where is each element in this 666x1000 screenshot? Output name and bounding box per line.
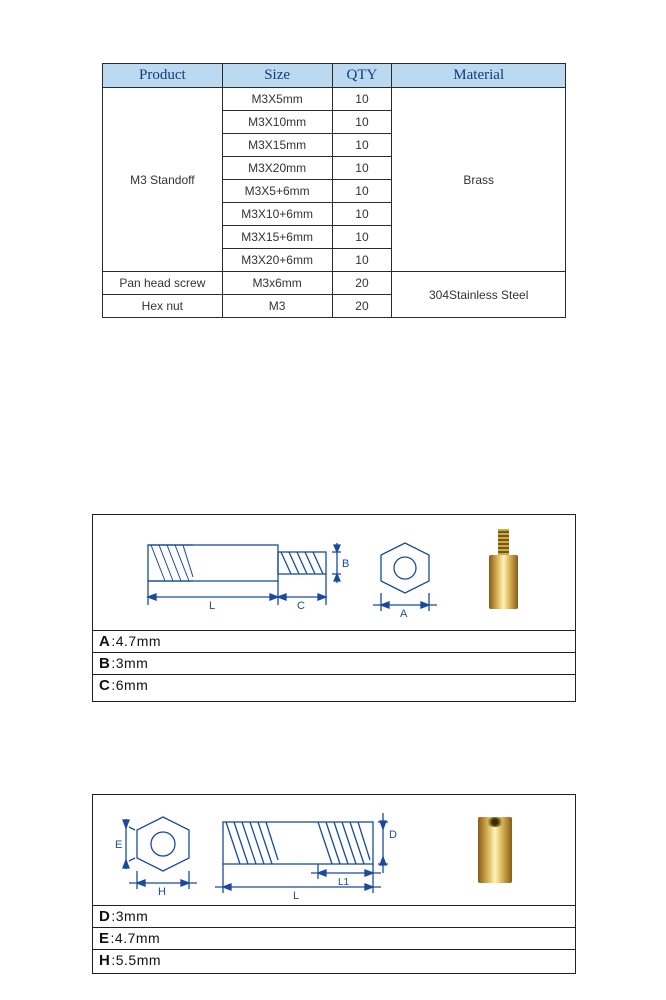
cell-qty: 10 (332, 88, 392, 111)
th-qty: QTY (332, 64, 392, 88)
cell-qty: 10 (332, 134, 392, 157)
label-D: D (389, 829, 397, 841)
brass-body-icon (489, 555, 518, 609)
th-material: Material (392, 64, 566, 88)
cell-nut-product: Hex nut (103, 295, 223, 318)
dim-row-D: D:3mm (93, 905, 575, 927)
diagram1-canvas: B L C (93, 515, 575, 630)
cell-size: M3X15mm (222, 134, 332, 157)
product-spec-table: Product Size QTY Material M3 Standoff M3… (102, 63, 566, 318)
cell-nut-qty: 20 (332, 295, 392, 318)
label-C: C (297, 600, 305, 612)
dim-row-B: B:3mm (93, 652, 575, 674)
dim-row-E: E:4.7mm (93, 927, 575, 949)
cell-standoff-label: M3 Standoff (103, 88, 223, 272)
cell-pan-qty: 20 (332, 272, 392, 295)
cell-size: M3X5+6mm (222, 180, 332, 203)
dim-row-A: A:4.7mm (93, 630, 575, 652)
label-L2: L (293, 890, 299, 902)
dim-row-H: H:5.5mm (93, 949, 575, 971)
label-L: L (209, 600, 215, 612)
dim-row-C: C:6mm (93, 674, 575, 696)
label-E: E (115, 839, 122, 851)
cell-steel-material: 304Stainless Steel (392, 272, 566, 318)
cell-qty: 10 (332, 111, 392, 134)
cell-pan-product: Pan head screw (103, 272, 223, 295)
brass-thread-icon (498, 529, 509, 555)
cell-pan-size: M3x6mm (222, 272, 332, 295)
cell-size: M3X5mm (222, 88, 332, 111)
th-size: Size (222, 64, 332, 88)
cell-size: M3X15+6mm (222, 226, 332, 249)
brass-hole-icon (488, 817, 502, 827)
label-B: B (342, 558, 349, 570)
label-H: H (158, 886, 166, 898)
label-A: A (400, 608, 408, 620)
cell-qty: 10 (332, 226, 392, 249)
diagram-standoff-ff: E H (92, 794, 576, 974)
diagram-standoff-mf: B L C (92, 514, 576, 702)
label-L1: L1 (338, 877, 350, 888)
cell-qty: 10 (332, 180, 392, 203)
cell-size: M3X20mm (222, 157, 332, 180)
cell-standoff-material: Brass (392, 88, 566, 272)
cell-qty: 10 (332, 157, 392, 180)
th-product: Product (103, 64, 223, 88)
diagram2-canvas: E H (93, 795, 575, 905)
cell-size: M3X10+6mm (222, 203, 332, 226)
cell-qty: 10 (332, 249, 392, 272)
cell-qty: 10 (332, 203, 392, 226)
cell-size: M3X10mm (222, 111, 332, 134)
cell-nut-size: M3 (222, 295, 332, 318)
cell-size: M3X20+6mm (222, 249, 332, 272)
